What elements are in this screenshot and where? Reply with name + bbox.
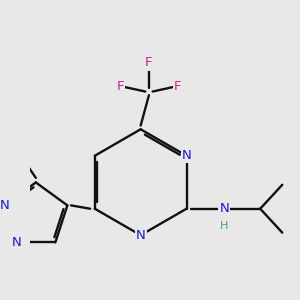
Text: N: N <box>182 149 191 162</box>
Text: F: F <box>117 80 124 93</box>
Text: N: N <box>136 229 146 242</box>
Text: N: N <box>11 236 21 249</box>
Text: N: N <box>0 199 9 212</box>
Text: N: N <box>219 202 229 215</box>
Text: F: F <box>145 56 153 70</box>
Text: H: H <box>220 221 229 231</box>
Text: F: F <box>174 80 181 93</box>
